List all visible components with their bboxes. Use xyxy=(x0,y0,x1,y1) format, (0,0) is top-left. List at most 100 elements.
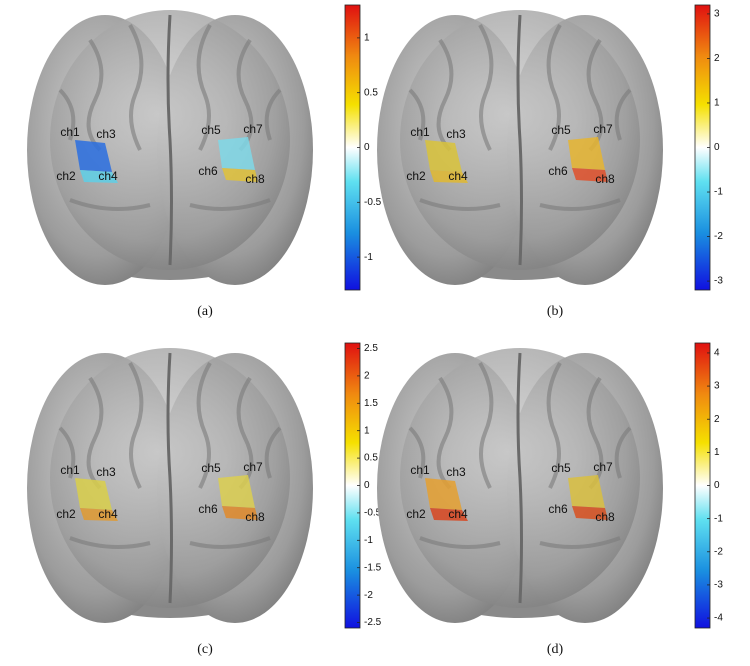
channel-label: ch6 xyxy=(198,164,218,178)
tick-label: 3 xyxy=(714,381,720,392)
gyrus xyxy=(419,198,501,211)
gyrus xyxy=(189,536,271,549)
patch xyxy=(80,508,118,521)
panel: ch1 ch2 ch3 ch4 ch5 ch6 ch7 ch8 (a) -1 -0.5 0 0.5 1 xyxy=(27,4,382,319)
gyrus xyxy=(419,536,501,549)
channel-label: ch5 xyxy=(551,461,571,475)
channel-label: ch1 xyxy=(60,125,80,139)
gyrus xyxy=(408,426,426,479)
tick-label: -1.5 xyxy=(364,562,382,573)
gyrus xyxy=(586,376,604,490)
caption: (c) xyxy=(197,642,213,657)
tick-label: 4 xyxy=(714,348,720,359)
channel-label: ch4 xyxy=(448,169,468,183)
channel-label: ch1 xyxy=(410,125,430,139)
patch xyxy=(222,506,258,520)
tick-label: 0.5 xyxy=(364,87,378,98)
gyrus xyxy=(58,88,76,141)
caption: (d) xyxy=(547,642,564,657)
tick-label: -0.5 xyxy=(364,197,382,208)
channel-label: ch2 xyxy=(406,507,426,521)
gyrus xyxy=(69,198,151,211)
channel-label: ch2 xyxy=(56,169,76,183)
channel-label: ch8 xyxy=(595,172,615,186)
patch xyxy=(75,478,112,510)
caption: (a) xyxy=(197,304,213,319)
gyrus xyxy=(436,376,454,490)
gyrus xyxy=(196,24,212,151)
tick-label: -1 xyxy=(714,187,723,198)
channel-label: ch2 xyxy=(56,507,76,521)
channel-label: ch6 xyxy=(548,164,568,178)
channel-label: ch4 xyxy=(98,169,118,183)
fissure xyxy=(166,14,173,266)
channel-label: ch6 xyxy=(198,502,218,516)
channel-label: ch3 xyxy=(446,465,466,479)
tick-label: 1 xyxy=(714,447,720,458)
patch xyxy=(222,168,258,182)
tick-label: 2.5 xyxy=(364,343,378,354)
gyrus xyxy=(264,88,282,141)
gyrus xyxy=(189,198,271,211)
channel-label: ch5 xyxy=(201,461,221,475)
brain xyxy=(377,10,663,285)
channel-label: ch7 xyxy=(593,122,613,136)
channel-label: ch8 xyxy=(245,172,265,186)
channel-label: ch5 xyxy=(551,123,571,137)
channel-label: ch5 xyxy=(201,123,221,137)
gyrus xyxy=(614,88,632,141)
tick-label: 1 xyxy=(364,33,370,44)
tick-label: -1 xyxy=(364,535,373,546)
gyrus xyxy=(69,536,151,549)
fissure xyxy=(166,352,173,604)
tick-label: -3 xyxy=(714,276,723,287)
gyrus xyxy=(264,426,282,479)
patch xyxy=(430,508,468,521)
channel-label: ch4 xyxy=(448,507,468,521)
tick-label: -2 xyxy=(714,546,723,557)
tick-label: 0.5 xyxy=(364,453,378,464)
gyrus xyxy=(546,24,562,151)
channel-label: ch3 xyxy=(96,127,116,141)
gyrus xyxy=(128,24,144,151)
gyrus xyxy=(236,38,254,152)
tick-label: 0 xyxy=(714,142,720,153)
gyrus xyxy=(478,362,494,489)
gyrus xyxy=(586,38,604,152)
patch xyxy=(218,137,255,170)
tick-label: -1 xyxy=(714,513,723,524)
gyrus xyxy=(408,88,426,141)
tick-label: 2 xyxy=(364,371,370,382)
tick-label: -2.5 xyxy=(364,617,382,628)
patch xyxy=(572,168,608,182)
brain xyxy=(27,10,313,285)
gyrus xyxy=(539,536,621,549)
gyrus xyxy=(196,362,212,489)
channel-label: ch3 xyxy=(96,465,116,479)
gyrus xyxy=(128,362,144,489)
tick-label: -1 xyxy=(364,252,373,263)
gyrus xyxy=(58,426,76,479)
channel-label: ch1 xyxy=(60,463,80,477)
patch xyxy=(430,170,468,183)
tick-label: 0 xyxy=(364,480,370,491)
channel-label: ch8 xyxy=(595,510,615,524)
tick-label: 3 xyxy=(714,9,720,20)
fissure xyxy=(516,14,523,266)
patch xyxy=(572,506,608,520)
patch xyxy=(425,478,462,510)
channel-label: ch7 xyxy=(243,460,263,474)
channel-label: ch7 xyxy=(593,460,613,474)
panel: ch1 ch2 ch3 ch4 ch5 ch6 ch7 ch8 (b) -3 -2 -1 0 1 2 3 xyxy=(377,4,723,319)
tick-label: 1 xyxy=(364,425,370,436)
patch xyxy=(75,140,112,172)
tick-label: 1.5 xyxy=(364,398,378,409)
gyrus xyxy=(86,376,104,490)
panel: ch1 ch2 ch3 ch4 ch5 ch6 ch7 ch8 (c) -2.5 -2 -1.5 -1 -… xyxy=(27,342,382,657)
gyrus xyxy=(539,198,621,211)
tick-label: -2 xyxy=(364,590,373,601)
gyrus xyxy=(86,38,104,152)
brain xyxy=(377,348,663,623)
gyrus xyxy=(478,24,494,151)
